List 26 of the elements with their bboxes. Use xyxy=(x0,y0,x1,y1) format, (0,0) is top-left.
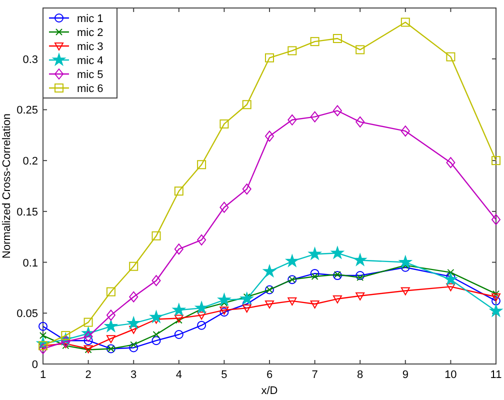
legend-label: mic 5 xyxy=(77,69,104,81)
y-tick-label: 0.3 xyxy=(22,54,38,66)
legend-label: mic 2 xyxy=(77,27,104,39)
x-tick-label: 11 xyxy=(490,369,502,381)
x-tick-label: 4 xyxy=(176,369,182,381)
y-tick-label: 0.15 xyxy=(16,206,38,218)
legend-label: mic 6 xyxy=(77,83,104,95)
x-tick-label: 8 xyxy=(357,369,364,381)
x-tick-label: 5 xyxy=(221,369,228,381)
x-tick-label: 7 xyxy=(312,369,318,381)
y-tick-label: 0 xyxy=(32,359,38,371)
x-axis-title: x/D xyxy=(261,385,278,397)
x-tick-label: 6 xyxy=(266,369,273,381)
x-tick-label: 3 xyxy=(130,369,137,381)
x-tick-label: 10 xyxy=(444,369,457,381)
x-tick-label: 9 xyxy=(402,369,408,381)
y-tick-label: 0.1 xyxy=(22,257,38,270)
legend-label: mic 4 xyxy=(77,55,104,67)
y-tick-label: 0.25 xyxy=(16,104,38,117)
legend-label: mic 3 xyxy=(77,41,104,53)
y-axis-title: Normalized Cross-Correlation xyxy=(1,114,13,258)
x-tick-label: 2 xyxy=(85,369,92,381)
y-tick-label: 0.05 xyxy=(16,308,38,320)
x-tick-label: 1 xyxy=(40,369,46,381)
y-tick-label: 0.2 xyxy=(22,156,38,168)
legend-label: mic 1 xyxy=(77,13,104,25)
